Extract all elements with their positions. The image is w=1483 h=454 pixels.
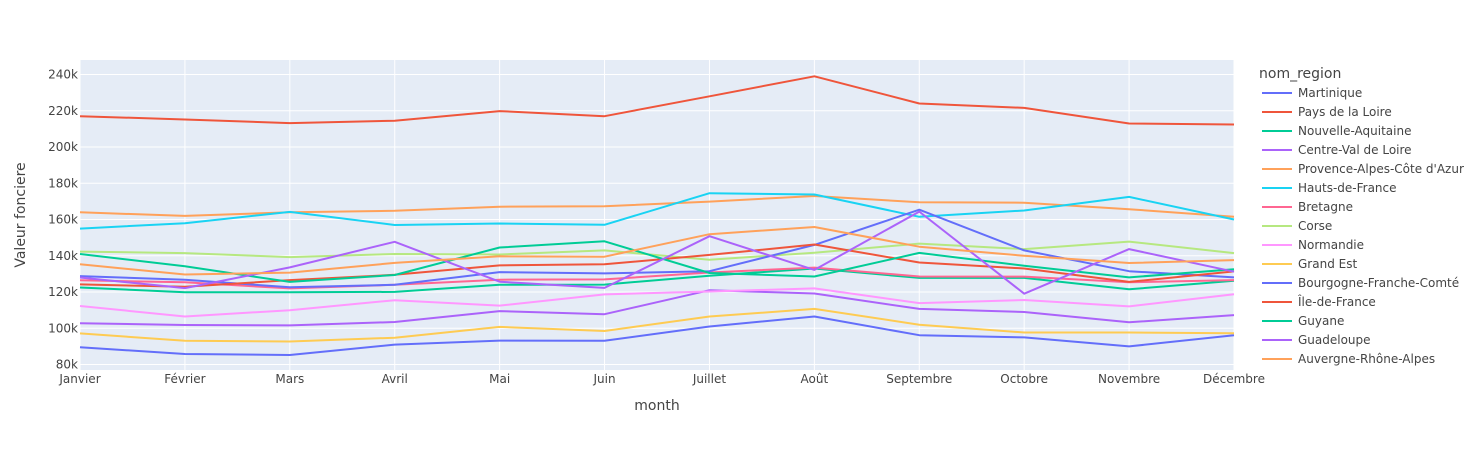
legend-label: Île-de-France bbox=[1297, 294, 1376, 309]
legend-label: Guyane bbox=[1298, 314, 1344, 328]
x-tick-label: Mars bbox=[275, 372, 304, 386]
series-lines bbox=[79, 75, 1235, 356]
legend-item[interactable]: Martinique bbox=[1262, 86, 1362, 100]
x-tick-label: Février bbox=[164, 372, 205, 386]
x-tick-label: Juin bbox=[592, 372, 615, 386]
y-tick-label: 200k bbox=[48, 140, 78, 154]
series-line[interactable] bbox=[79, 289, 1235, 327]
legend-label: Auvergne-Rhône-Alpes bbox=[1298, 352, 1435, 366]
legend-label: Bretagne bbox=[1298, 200, 1353, 214]
y-tick-label: 220k bbox=[48, 104, 78, 118]
legend-item[interactable]: Nouvelle-Aquitaine bbox=[1262, 124, 1411, 138]
x-axis-ticks: Janvier Février Mars Avril Mai Juin Juillet Aoû… bbox=[58, 372, 1265, 386]
legend-label: Martinique bbox=[1298, 86, 1362, 100]
series-line[interactable] bbox=[79, 307, 1235, 343]
x-tick-label: Novembre bbox=[1098, 372, 1160, 386]
series-line[interactable] bbox=[79, 75, 1235, 126]
legend-label: Normandie bbox=[1298, 238, 1364, 252]
series-line[interactable] bbox=[79, 267, 1235, 294]
series-line[interactable] bbox=[79, 192, 1235, 230]
legend-item[interactable]: Guyane bbox=[1262, 314, 1344, 328]
legend-label: Corse bbox=[1298, 219, 1332, 233]
legend-label: Grand Est bbox=[1298, 257, 1357, 271]
series-line[interactable] bbox=[79, 226, 1235, 276]
legend-item[interactable]: Normandie bbox=[1262, 238, 1364, 252]
x-tick-label: Avril bbox=[382, 372, 408, 386]
y-tick-label: 100k bbox=[48, 321, 78, 335]
series-line[interactable] bbox=[79, 240, 1235, 283]
legend-label: Guadeloupe bbox=[1298, 333, 1371, 347]
legend-item[interactable]: Pays de la Loire bbox=[1262, 105, 1392, 119]
legend-label: Nouvelle-Aquitaine bbox=[1298, 124, 1411, 138]
y-tick-label: 80k bbox=[56, 358, 78, 372]
legend-item[interactable]: Centre-Val de Loire bbox=[1262, 143, 1412, 157]
legend-item[interactable]: Hauts-de-France bbox=[1262, 181, 1397, 195]
legend-item[interactable]: Auvergne-Rhône-Alpes bbox=[1262, 352, 1435, 366]
y-tick-label: 120k bbox=[48, 285, 78, 299]
y-axis-ticks: 80k 100k 120k 140k 160k 180k 200k 220k 240k bbox=[48, 68, 78, 372]
legend-label: Provence-Alpes-Côte d'Azur bbox=[1298, 162, 1464, 176]
legend-title: nom_region bbox=[1259, 66, 1341, 82]
x-axis-title: month bbox=[634, 398, 679, 414]
x-tick-label: Juillet bbox=[692, 372, 727, 386]
series-line[interactable] bbox=[79, 287, 1235, 318]
y-axis-title: Valeur fonciere bbox=[13, 162, 29, 267]
series-line[interactable] bbox=[79, 240, 1235, 261]
legend-label: Bourgogne-Franche-Comté bbox=[1298, 276, 1459, 290]
y-tick-label: 240k bbox=[48, 68, 78, 82]
y-tick-label: 140k bbox=[48, 249, 78, 263]
legend-label: Centre-Val de Loire bbox=[1298, 143, 1412, 157]
series-line[interactable] bbox=[79, 210, 1235, 295]
series-line[interactable] bbox=[79, 266, 1235, 290]
legend-label: Hauts-de-France bbox=[1298, 181, 1397, 195]
legend-item[interactable]: Guadeloupe bbox=[1262, 333, 1371, 347]
legend-label: Pays de la Loire bbox=[1298, 105, 1392, 119]
legend-item[interactable]: Bourgogne-Franche-Comté bbox=[1262, 276, 1459, 290]
legend-item[interactable]: Provence-Alpes-Côte d'Azur bbox=[1262, 162, 1464, 176]
y-tick-label: 180k bbox=[48, 176, 78, 190]
x-tick-label: Septembre bbox=[886, 372, 952, 386]
x-tick-label: Octobre bbox=[1000, 372, 1048, 386]
legend[interactable]: nom_region Martinique Pays de la Loire Nou… bbox=[1259, 66, 1464, 366]
legend-item[interactable]: Grand Est bbox=[1262, 257, 1357, 271]
x-tick-label: Décembre bbox=[1203, 372, 1265, 386]
legend-item[interactable]: Île-de-France bbox=[1262, 294, 1376, 309]
series-line[interactable] bbox=[79, 243, 1235, 288]
legend-item[interactable]: Corse bbox=[1262, 219, 1332, 233]
plot-background bbox=[80, 60, 1234, 370]
y-tick-label: 160k bbox=[48, 213, 78, 227]
x-tick-label: Mai bbox=[489, 372, 510, 386]
series-line[interactable] bbox=[79, 315, 1235, 356]
x-tick-label: Janvier bbox=[58, 372, 100, 386]
x-tick-label: Août bbox=[801, 372, 829, 386]
series-line[interactable] bbox=[79, 208, 1235, 289]
legend-item[interactable]: Bretagne bbox=[1262, 200, 1353, 214]
